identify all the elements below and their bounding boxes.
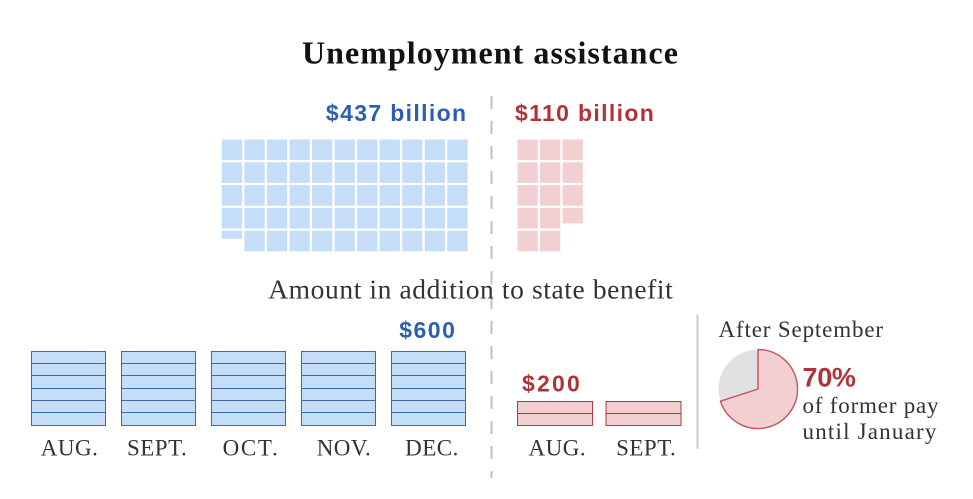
svg-text:SEPT.: SEPT. xyxy=(127,436,187,461)
svg-text:OCT.: OCT. xyxy=(223,436,280,461)
svg-text:Amount in addition to state be: Amount in addition to state benefit xyxy=(268,274,673,305)
svg-text:NOV.: NOV. xyxy=(317,436,372,461)
svg-text:AUG.: AUG. xyxy=(529,436,587,461)
svg-text:$200: $200 xyxy=(522,371,582,397)
svg-text:AUG.: AUG. xyxy=(41,436,99,461)
svg-text:$600: $600 xyxy=(399,317,456,343)
svg-text:After September: After September xyxy=(719,317,884,342)
svg-text:Unemployment assistance: Unemployment assistance xyxy=(302,35,679,71)
svg-text:$437 billion: $437 billion xyxy=(326,100,467,126)
svg-text:of former pay: of former pay xyxy=(803,393,940,418)
svg-text:until January: until January xyxy=(803,419,938,444)
svg-text:70%: 70% xyxy=(803,363,856,393)
svg-text:DEC.: DEC. xyxy=(405,436,459,461)
svg-text:SEPT.: SEPT. xyxy=(616,436,676,461)
svg-text:$110 billion: $110 billion xyxy=(515,100,655,126)
